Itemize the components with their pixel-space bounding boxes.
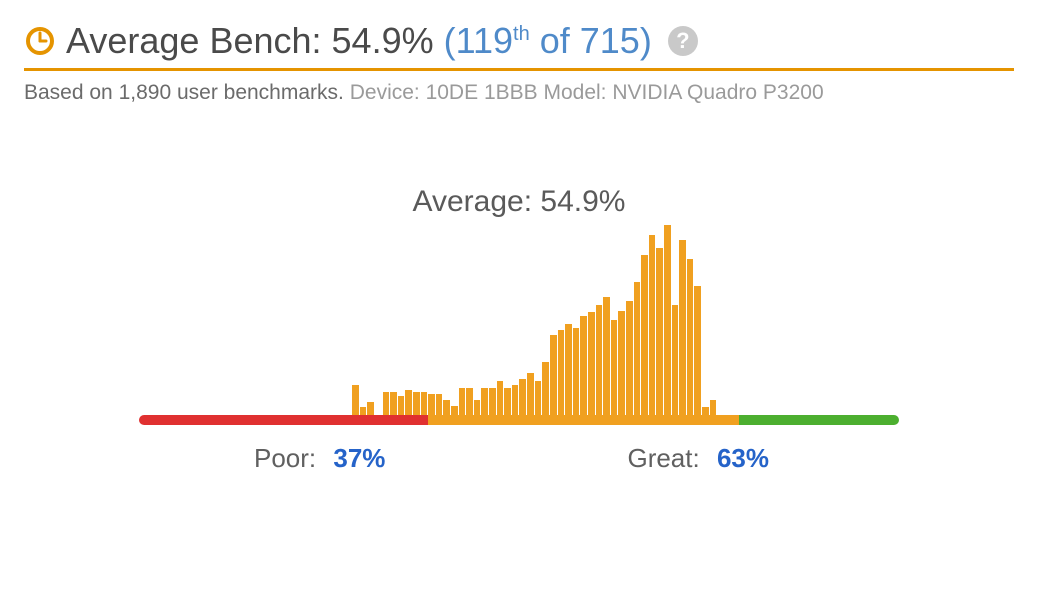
histogram-bar bbox=[679, 240, 686, 415]
histogram-bar bbox=[672, 305, 679, 415]
rank-suffix: th bbox=[513, 23, 530, 45]
histogram-bar bbox=[634, 282, 641, 415]
poor-value: 37% bbox=[333, 443, 385, 473]
histogram-bar bbox=[618, 311, 625, 416]
poor-label: Poor: bbox=[254, 443, 316, 473]
histogram-bar bbox=[474, 400, 481, 415]
histogram-bar bbox=[649, 235, 656, 416]
histogram-bar bbox=[489, 388, 496, 415]
subheader-primary: Based on 1,890 user benchmarks. bbox=[24, 81, 344, 104]
benchmark-chart: Average: 54.9% Poor: 37% Great: 63% bbox=[139, 185, 899, 474]
histogram-bar bbox=[687, 259, 694, 415]
histogram-bar bbox=[459, 388, 466, 415]
clock-icon bbox=[24, 25, 56, 57]
histogram-bar bbox=[611, 320, 618, 415]
header: Average Bench: 54.9% (119th of 715) ? bbox=[24, 20, 1014, 71]
histogram-bar bbox=[603, 297, 610, 415]
histogram-bar bbox=[512, 385, 519, 415]
page-title: Average Bench: 54.9% bbox=[66, 20, 434, 62]
histogram-bar bbox=[405, 390, 412, 415]
histogram-bar bbox=[367, 402, 374, 415]
histogram-bar bbox=[550, 335, 557, 415]
great-label-group: Great: 63% bbox=[627, 443, 769, 474]
histogram-bar bbox=[443, 400, 450, 415]
histogram-bar bbox=[428, 394, 435, 415]
histogram-bar bbox=[421, 392, 428, 415]
histogram-bar bbox=[542, 362, 549, 415]
chart-bars bbox=[139, 225, 899, 415]
histogram-bar bbox=[702, 407, 709, 415]
subheader-secondary: Device: 10DE 1BBB Model: NVIDIA Quadro P… bbox=[350, 81, 824, 104]
histogram-bar bbox=[535, 381, 542, 415]
histogram-bar bbox=[390, 392, 397, 415]
histogram-bar bbox=[558, 330, 565, 416]
histogram-bar bbox=[664, 225, 671, 415]
poor-label-group: Poor: 37% bbox=[254, 443, 385, 474]
histogram-bar bbox=[481, 388, 488, 415]
axis-segment bbox=[739, 415, 899, 425]
rank-total: 715 bbox=[580, 20, 640, 61]
rank-number: 119 bbox=[456, 20, 513, 61]
chart-labels: Poor: 37% Great: 63% bbox=[139, 443, 899, 474]
histogram-bar bbox=[641, 255, 648, 415]
histogram-bar bbox=[497, 381, 504, 415]
histogram-bar bbox=[596, 305, 603, 415]
great-label: Great: bbox=[627, 443, 699, 473]
histogram-bar bbox=[360, 407, 367, 415]
histogram-bar bbox=[656, 248, 663, 415]
histogram-bar bbox=[565, 324, 572, 415]
help-icon[interactable]: ? bbox=[668, 26, 698, 56]
histogram-bar bbox=[413, 392, 420, 415]
histogram-bar bbox=[580, 316, 587, 415]
title-value: 54.9% bbox=[332, 20, 434, 61]
rank-of: of bbox=[540, 20, 570, 61]
axis-segment bbox=[428, 415, 740, 425]
histogram-bar bbox=[573, 328, 580, 415]
histogram-bar bbox=[398, 396, 405, 415]
histogram-bar bbox=[710, 400, 717, 415]
subheader: Based on 1,890 user benchmarks. Device: … bbox=[24, 81, 1014, 105]
histogram-bar bbox=[466, 388, 473, 415]
chart-average-label: Average: 54.9% bbox=[139, 185, 899, 219]
title-prefix: Average Bench: bbox=[66, 20, 322, 61]
histogram-bar bbox=[504, 388, 511, 415]
histogram-bar bbox=[527, 373, 534, 415]
axis-segment bbox=[139, 415, 428, 425]
histogram-bar bbox=[626, 301, 633, 415]
histogram-bar bbox=[436, 394, 443, 415]
histogram-bar bbox=[451, 406, 458, 416]
histogram-bar bbox=[519, 379, 526, 415]
histogram-bar bbox=[694, 286, 701, 415]
chart-axis bbox=[139, 415, 899, 425]
histogram-bar bbox=[383, 392, 390, 415]
histogram-bar bbox=[352, 385, 359, 415]
great-value: 63% bbox=[717, 443, 769, 473]
rank-link[interactable]: (119th of 715) bbox=[444, 20, 652, 62]
histogram-bar bbox=[588, 312, 595, 415]
